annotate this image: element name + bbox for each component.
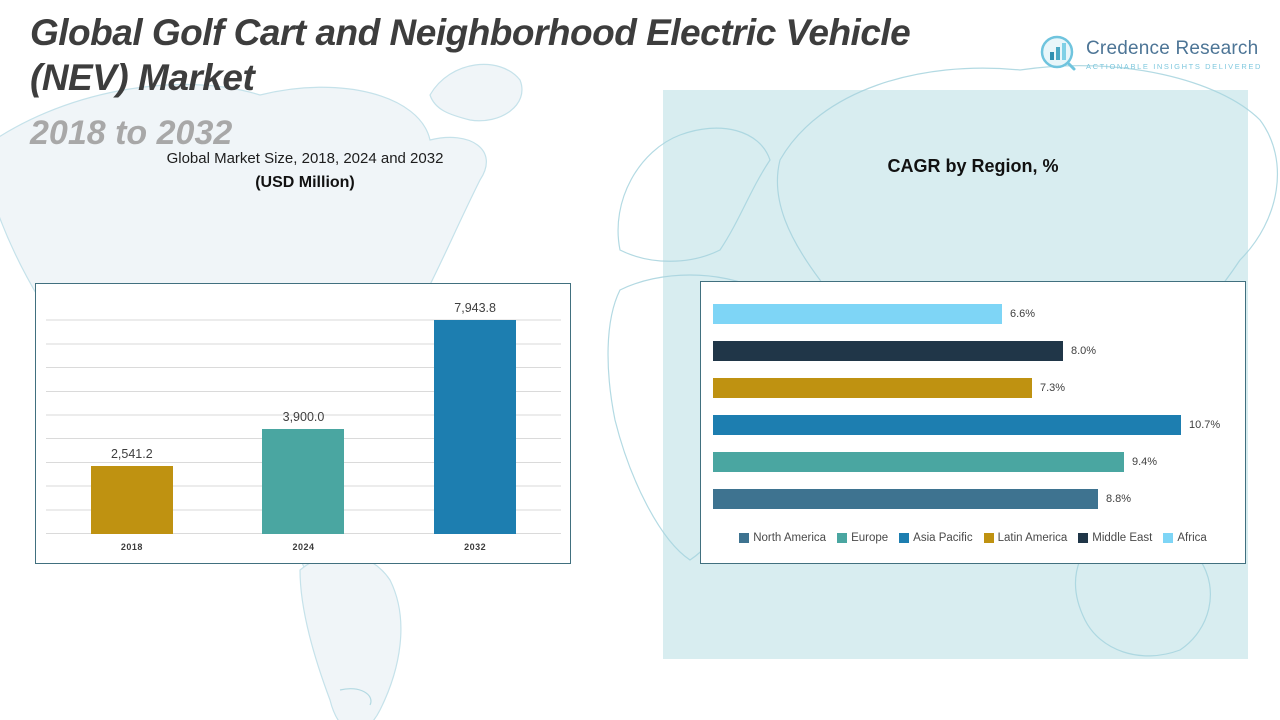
legend-label: North America	[753, 532, 827, 544]
cagr-bar-row: 8.0%	[713, 341, 1235, 361]
cagr-bar-row: 8.8%	[713, 489, 1235, 509]
cagr-value-label: 10.7%	[1189, 419, 1221, 431]
logo-text: Credence Research Actionable Insights De…	[1086, 38, 1262, 71]
cagr-bar-europe	[713, 452, 1124, 472]
market-size-title-line: Global Market Size, 2018, 2024 and 2032	[166, 150, 444, 167]
legend-item-asia-pacific: Asia Pacific	[899, 532, 973, 544]
cagr-chart-title: CAGR by Region, %	[887, 156, 1059, 176]
legend-label: Latin America	[997, 532, 1068, 544]
cagr-bar-row: 9.4%	[713, 452, 1235, 472]
category-label: 2024	[292, 542, 315, 552]
legend-swatch	[739, 533, 750, 543]
market-size-bar-group: 2,541.2 2018	[90, 447, 173, 552]
legend-swatch	[1163, 533, 1174, 543]
legend-label: Africa	[1177, 532, 1207, 544]
legend-item-latin-america: Latin America	[983, 532, 1068, 544]
legend-swatch	[983, 533, 994, 543]
logo-tagline: Actionable Insights Delivered	[1086, 62, 1263, 71]
legend-item-middle-east: Middle East	[1078, 532, 1152, 544]
category-label: 2018	[120, 542, 143, 552]
market-size-bar-group: 7,943.8 2032	[434, 301, 517, 552]
legend-label: Middle East	[1092, 532, 1153, 544]
legend-label: Europe	[851, 532, 889, 544]
market-size-chart: 2,541.2 2018 3,900.0 2024 7,943.8 2032	[35, 283, 571, 564]
legend-item-africa: Africa	[1163, 532, 1207, 544]
cagr-bar-north-america	[713, 489, 1098, 509]
cagr-bar-row: 10.7%	[713, 415, 1235, 435]
legend-swatch	[1078, 533, 1089, 543]
cagr-chart: 6.6% 8.0% 7.3% 10.7% 9.4% 8.8% North America E…	[700, 281, 1246, 564]
cagr-value-label: 8.0%	[1071, 345, 1097, 357]
cagr-bar-asia-pacific	[713, 415, 1181, 435]
legend-swatch	[837, 533, 848, 543]
legend-label: Asia Pacific	[913, 532, 973, 544]
cagr-value-label: 8.8%	[1106, 493, 1132, 505]
market-size-bar-group: 3,900.0 2024	[262, 410, 345, 552]
category-label: 2032	[464, 542, 487, 552]
legend-item-north-america: North America	[739, 532, 826, 544]
cagr-value-label: 9.4%	[1132, 456, 1158, 468]
bar-chart-logo-icon	[1038, 32, 1078, 77]
legend-item-europe: Europe	[837, 532, 888, 544]
market-size-chart-plot: 2,541.2 2018 3,900.0 2024 7,943.8 2032	[46, 297, 561, 552]
bar-value-label: 3,900.0	[282, 410, 325, 424]
cagr-value-label: 7.3%	[1040, 382, 1066, 394]
legend-swatch	[899, 533, 910, 543]
cagr-legend: North America Europe Asia Pacific Latin Ame…	[701, 532, 1245, 544]
market-size-bar-2032	[434, 320, 517, 534]
bar-value-label: 2,541.2	[110, 447, 153, 461]
cagr-bar-middle-east	[713, 341, 1063, 361]
market-size-bar-2024	[262, 429, 345, 534]
cagr-chart-plot: 6.6% 8.0% 7.3% 10.7% 9.4% 8.8%	[713, 304, 1235, 526]
cagr-value-label: 6.6%	[1010, 308, 1036, 320]
brand-logo: Credence Research Actionable Insights De…	[1038, 32, 1262, 77]
logo-name: Credence Research	[1086, 38, 1259, 59]
cagr-bar-row: 6.6%	[713, 304, 1235, 324]
cagr-bar-africa	[713, 304, 1002, 324]
cagr-bar-row: 7.3%	[713, 378, 1235, 398]
cagr-bar-latin-america	[713, 378, 1032, 398]
market-size-bar-2018	[90, 466, 173, 534]
page-subtitle: 2018 to 2032	[30, 114, 233, 152]
market-size-units-line: (USD Million)	[255, 174, 355, 191]
bar-value-label: 7,943.8	[454, 301, 496, 315]
page-title: Global Golf Cart and Neighborhood Electr…	[30, 12, 911, 99]
market-size-chart-title: Global Market Size, 2018, 2024 and 2032 …	[35, 150, 575, 192]
